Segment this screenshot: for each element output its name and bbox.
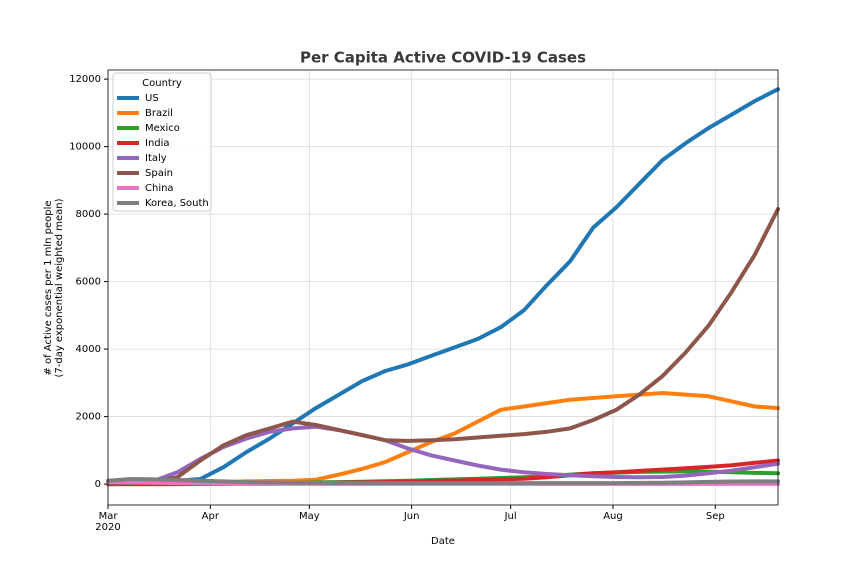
series-line	[106, 477, 780, 486]
legend-label: China	[145, 183, 174, 194]
legend-box	[112, 72, 212, 212]
x-year-label: 2020	[95, 522, 120, 533]
y-tick-label: 12000	[69, 74, 101, 85]
x-axis-label: Date	[431, 536, 455, 547]
legend-title: Country	[142, 78, 182, 89]
x-tick-label: Sep	[706, 511, 725, 522]
x-tick-label: Mar	[99, 511, 119, 522]
plot-frame	[107, 69, 779, 506]
y-tick-label: 6000	[76, 277, 101, 288]
y-tick-label: 4000	[76, 344, 101, 355]
legend-label: Korea, South	[145, 198, 209, 209]
y-tick-label: 0	[95, 479, 101, 490]
legend-label: Spain	[145, 168, 173, 179]
y-axis-label: # of Active cases per 1 mln people	[43, 200, 54, 375]
x-tick-label: Jul	[504, 511, 517, 522]
legend: Country US Brazil Mexico India Italy Spain Chin…	[112, 72, 212, 212]
x-tick-label: Apr	[202, 511, 220, 522]
chart-title: Per Capita Active COVID-19 Cases	[300, 49, 586, 67]
y-tick-label: 8000	[76, 209, 101, 220]
legend-label: Italy	[145, 153, 167, 164]
legend-label: Brazil	[145, 108, 173, 119]
x-tick-label: Aug	[603, 511, 623, 522]
x-tick-label: Jun	[403, 511, 420, 522]
legend-label: Mexico	[145, 123, 180, 134]
y-tick-label: 2000	[76, 412, 101, 423]
y-axis-label: (7-day exponential weighted mean)	[54, 198, 65, 377]
x-tick-label: May	[299, 511, 320, 522]
series-line	[106, 207, 780, 487]
series-line	[106, 87, 780, 487]
legend-label: India	[145, 138, 170, 149]
y-tick-label: 10000	[69, 142, 101, 153]
legend-label: US	[145, 93, 159, 104]
